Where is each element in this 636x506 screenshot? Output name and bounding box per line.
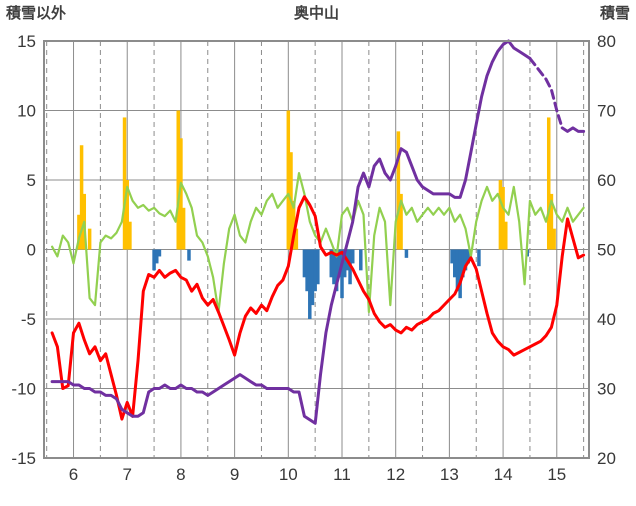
x-axis-tick-label: 10: [279, 465, 298, 484]
left-axis-tick-label: 10: [17, 102, 36, 121]
right-axis-tick-label: 80: [597, 32, 616, 51]
x-axis-tick-label: 13: [440, 465, 459, 484]
orange-bar: [294, 228, 299, 250]
purple-snow-depth-line: [50, 39, 532, 425]
blue-bar: [359, 249, 363, 271]
blue-bar: [316, 249, 320, 285]
left-axis-tick-label: 0: [27, 241, 36, 260]
orange-bar: [291, 200, 296, 250]
blue-bar: [155, 249, 159, 264]
x-axis-tick-label: 15: [547, 465, 566, 484]
orange-bar: [125, 180, 129, 250]
blue-bar: [463, 249, 468, 271]
blue-bar: [455, 249, 460, 292]
orange-bar: [286, 110, 291, 250]
orange-bar: [552, 228, 556, 250]
orange-bar: [504, 221, 508, 250]
blue-bar: [329, 249, 334, 278]
left-axis-tick-label: -10: [11, 380, 36, 399]
orange-bar: [399, 193, 403, 250]
blue-bar: [332, 249, 336, 285]
blue-bar: [313, 249, 317, 292]
blue-bar: [308, 249, 312, 319]
blue-bar: [157, 249, 162, 257]
blue-bar: [461, 249, 465, 278]
x-axis-tick-label: 14: [494, 465, 513, 484]
orange-bar: [87, 228, 92, 250]
blue-bar: [350, 249, 355, 264]
orange-bar: [77, 214, 81, 250]
x-axis-tick-label: 6: [69, 465, 78, 484]
left-axis-tick-label: 5: [27, 171, 36, 190]
orange-bar: [498, 180, 503, 250]
blue-bar: [340, 249, 344, 299]
blue-bar: [404, 249, 409, 258]
plot-border: [43, 40, 590, 459]
blue-bar: [187, 249, 191, 261]
purple-snow-depth-line: [560, 126, 586, 133]
blue-bar: [334, 249, 339, 292]
orange-bar: [176, 110, 180, 250]
chart-title: 奥中山: [293, 5, 339, 22]
right-axis-tick-label: 70: [597, 102, 616, 121]
blue-bar: [305, 249, 309, 292]
orange-bar: [501, 186, 505, 250]
orange-bar: [122, 117, 127, 250]
blue-bar: [477, 249, 481, 267]
orange-bar: [181, 207, 186, 250]
x-axis-tick-label: 7: [122, 465, 131, 484]
right-axis-tick-label: 40: [597, 310, 616, 329]
x-axis-tick-label: 9: [230, 465, 239, 484]
orange-bar: [128, 221, 132, 250]
blue-bar: [302, 249, 307, 278]
left-axis-tick-label: -15: [11, 449, 36, 468]
blue-bar: [310, 249, 315, 306]
blue-bar: [453, 249, 457, 278]
blue-bar: [450, 249, 454, 264]
left-axis-title: 積雪以外: [6, 5, 67, 22]
blue-bar: [458, 249, 462, 299]
orange-bar: [396, 131, 401, 250]
left-axis-tick-label: 15: [17, 32, 36, 51]
x-axis-tick-label: 12: [386, 465, 405, 484]
blue-bar: [337, 249, 342, 278]
x-axis-tick-label: 8: [176, 465, 185, 484]
left-axis-tick-label: -5: [21, 310, 36, 329]
right-axis-tick-label: 60: [597, 171, 616, 190]
orange-bar: [549, 193, 554, 250]
orange-bar: [179, 138, 183, 250]
x-axis-tick-label: 11: [333, 465, 351, 484]
red-line: [50, 195, 586, 421]
right-axis-tick-label: 20: [597, 449, 616, 468]
orange-bar: [79, 145, 84, 250]
right-axis-title: 積雪: [599, 5, 630, 22]
right-axis-tick-label: 50: [597, 241, 616, 260]
purple-snow-depth-line-dashed-segment: [528, 56, 564, 130]
blue-bar: [466, 249, 470, 264]
blue-bar: [152, 249, 156, 271]
right-axis-tick-label: 30: [597, 380, 616, 399]
blue-bar: [342, 249, 347, 278]
orange-bar: [546, 117, 551, 250]
